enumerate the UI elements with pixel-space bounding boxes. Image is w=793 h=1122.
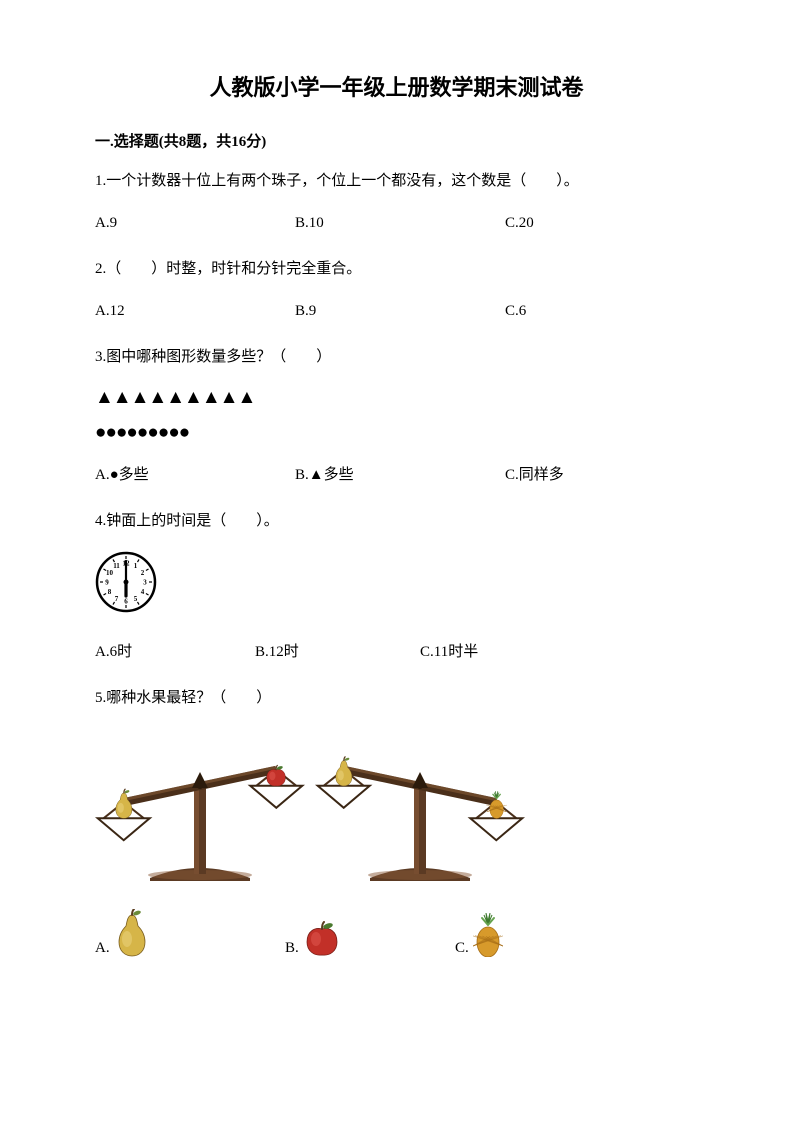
q4-option-a[interactable]: A.6时	[95, 640, 255, 664]
q2-option-b[interactable]: B.9	[295, 299, 505, 323]
q1-text: 1.一个计数器十位上有两个珠子，个位上一个都没有，这个数是（ ）。	[95, 169, 698, 193]
pear-icon	[114, 909, 150, 957]
q3-options: A.●多些 B.▲多些 C.同样多	[95, 463, 698, 487]
svg-text:5: 5	[134, 595, 138, 603]
q2-options: A.12 B.9 C.6	[95, 299, 698, 323]
q4-option-b[interactable]: B.12时	[255, 640, 420, 664]
apple-icon	[303, 921, 341, 957]
svg-text:10: 10	[106, 569, 114, 577]
q5-option-b-label: B.	[285, 940, 299, 957]
q2-option-c[interactable]: C.6	[505, 299, 526, 323]
svg-text:8: 8	[108, 588, 112, 596]
svg-text:3: 3	[143, 578, 147, 586]
q3-text: 3.图中哪种图形数量多些？（ ）	[95, 345, 698, 369]
q3-triangles-row: ▲▲▲▲▲▲▲▲▲	[95, 387, 698, 410]
q5-option-b[interactable]: B.	[285, 921, 455, 957]
q2-option-a[interactable]: A.12	[95, 299, 295, 323]
q3-option-c[interactable]: C.同样多	[505, 463, 564, 487]
balance-scale-left-icon	[95, 728, 305, 883]
q5-option-c[interactable]: C.	[455, 913, 503, 957]
clock-icon: 121234567891011	[95, 551, 157, 613]
q3-circles-row: ●●●●●●●●●	[95, 422, 698, 445]
q5-option-a-label: A.	[95, 940, 110, 957]
svg-text:4: 4	[141, 588, 145, 596]
svg-text:7: 7	[115, 595, 119, 603]
q2-text: 2.（ ）时整，时针和分针完全重合。	[95, 257, 698, 281]
svg-text:6: 6	[124, 597, 128, 605]
svg-text:1: 1	[134, 562, 138, 570]
q1-option-a[interactable]: A.9	[95, 211, 295, 235]
svg-text:9: 9	[105, 578, 109, 586]
svg-text:2: 2	[141, 569, 145, 577]
page-title: 人教版小学一年级上册数学期末测试卷	[95, 70, 698, 102]
q4-option-c[interactable]: C.11时半	[420, 640, 478, 664]
q5-text: 5.哪种水果最轻？（ ）	[95, 686, 698, 710]
q5-option-c-label: C.	[455, 940, 469, 957]
q4-text: 4.钟面上的时间是（ ）。	[95, 509, 698, 533]
balance-scale-right-icon	[315, 728, 525, 883]
section-1-header: 一.选择题(共8题，共16分)	[95, 130, 698, 151]
q3-option-a[interactable]: A.●多些	[95, 463, 295, 487]
q5-scales	[95, 728, 698, 883]
q5-options: A. B. C.	[95, 909, 698, 957]
q5-option-a[interactable]: A.	[95, 909, 285, 957]
q1-options: A.9 B.10 C.20	[95, 211, 698, 235]
svg-text:11: 11	[113, 562, 120, 570]
pineapple-icon	[473, 913, 503, 957]
q3-option-b[interactable]: B.▲多些	[295, 463, 505, 487]
q4-clock: 121234567891011	[95, 551, 698, 618]
q1-option-b[interactable]: B.10	[295, 211, 505, 235]
q1-option-c[interactable]: C.20	[505, 211, 534, 235]
q4-options: A.6时 B.12时 C.11时半	[95, 640, 698, 664]
